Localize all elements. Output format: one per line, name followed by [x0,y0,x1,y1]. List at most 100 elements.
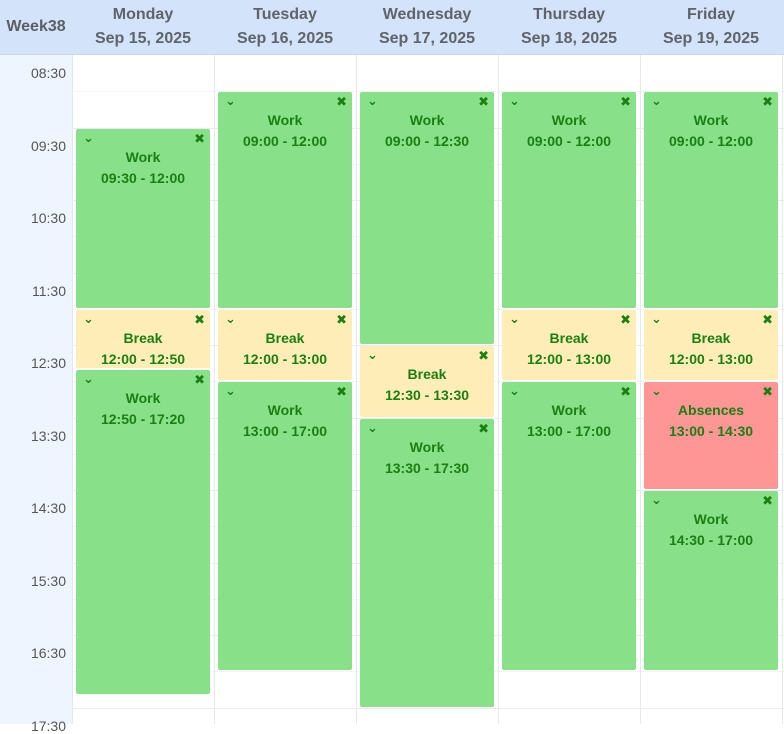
time-column: 08:30 09:30 10:30 11:30 12:30 13:30 14:30 15:30… [0,55,73,734]
event-title: Work [551,112,587,129]
time-label: 13:30 [30,427,66,444]
event-break[interactable]: ⌄ ✖ Break 12:30 - 13:30 [360,346,494,417]
event-title: Work [125,390,161,407]
close-icon[interactable]: ✖ [620,94,631,110]
event-time-range: 09:00 - 12:00 [526,133,612,150]
event-break[interactable]: ⌄ ✖ Break 12:00 - 13:00 [218,309,352,381]
column-divider [640,55,641,724]
chevron-down-icon[interactable]: ⌄ [509,310,520,326]
time-label: 08:30 [30,65,66,81]
time-label: 10:30 [30,210,66,226]
event-time-range: 12:00 - 12:50 [100,350,186,367]
day-header-tuesday: Tuesday Sep 16, 2025 [214,0,356,54]
grid-line [72,417,784,419]
event-break[interactable]: ⌄ ✖ Break 12:00 - 12:50 [76,309,210,369]
chevron-down-icon[interactable]: ⌄ [651,492,662,507]
time-label: 11:30 [32,282,66,299]
event-absence[interactable]: ⌄ ✖ Absences 13:00 - 14:30 [644,382,778,489]
grid-line [72,91,784,93]
chevron-down-icon[interactable]: ⌄ [225,383,236,399]
close-icon[interactable]: ✖ [762,94,773,110]
chevron-down-icon[interactable]: ⌄ [225,310,236,326]
event-work[interactable]: ⌄ ✖ Work 12:50 - 17:20 [76,370,210,695]
close-icon[interactable]: ✖ [478,420,489,436]
chevron-down-icon[interactable]: ⌄ [83,129,94,145]
event-work[interactable]: ⌄ ✖ Work 09:00 - 12:00 [502,92,636,308]
event-time-range: 09:30 - 12:00 [100,169,186,186]
chevron-down-icon[interactable]: ⌄ [83,310,94,326]
event-work[interactable]: ⌄ ✖ Work 09:00 - 12:00 [644,92,778,308]
chevron-down-icon[interactable]: ⌄ [651,310,662,326]
chevron-down-icon[interactable]: ⌄ [225,93,236,109]
event-work[interactable]: ⌄ ✖ Work 13:00 - 17:00 [502,382,636,671]
chevron-down-icon[interactable]: ⌄ [367,93,378,109]
close-icon[interactable]: ✖ [336,384,347,400]
event-work[interactable]: ⌄ ✖ Work 09:00 - 12:00 [218,92,352,308]
week-label: Week38 [6,18,66,35]
time-label: 15:30 [30,572,66,589]
close-icon[interactable]: ✖ [478,94,489,110]
chevron-down-icon[interactable]: ⌄ [83,371,94,387]
day-header-wednesday: Wednesday Sep 17, 2025 [356,0,498,54]
event-work[interactable]: ⌄ ✖ Work 13:30 - 17:30 [360,418,494,707]
chevron-down-icon[interactable]: ⌄ [509,93,520,109]
column-divider [214,55,215,724]
close-icon[interactable]: ✖ [762,311,773,327]
column-divider [782,55,783,724]
event-break[interactable]: ⌄ ✖ Break 12:00 - 13:00 [644,309,778,381]
time-label: 17:30 [30,717,66,734]
column-divider [356,55,357,724]
event-title: Work [693,112,729,129]
event-time-range: 13:00 - 17:00 [242,423,328,440]
day-header-thursday: Thursday Sep 18, 2025 [498,0,640,54]
event-title: Work [267,112,303,129]
time-label: 09:30 [30,137,66,154]
event-time-range: 13:30 - 17:30 [384,459,470,476]
close-icon[interactable]: ✖ [762,493,773,508]
chevron-down-icon[interactable]: ⌄ [367,347,378,362]
chevron-down-icon[interactable]: ⌄ [651,383,662,399]
event-time-range: 12:00 - 13:00 [526,350,612,367]
grid-line [72,345,784,346]
event-title: Work [409,438,445,455]
event-work[interactable]: ⌄ ✖ Work 14:30 - 17:00 [644,491,778,671]
close-icon[interactable]: ✖ [336,311,347,327]
event-work[interactable]: ⌄ ✖ Work 09:30 - 12:00 [76,128,210,308]
event-work[interactable]: ⌄ ✖ Work 13:00 - 17:00 [218,382,352,671]
day-date: Sep 16, 2025 [236,30,334,47]
event-title: Work [409,112,445,129]
event-break[interactable]: ⌄ ✖ Break 12:00 - 13:00 [502,309,636,381]
event-title: Work [551,402,587,419]
event-work[interactable]: ⌄ ✖ Work 09:00 - 12:30 [360,92,494,344]
grid-line [72,707,784,709]
event-time-range: 12:50 - 17:20 [100,411,186,428]
event-title: Work [267,402,303,419]
chevron-down-icon[interactable]: ⌄ [367,419,378,435]
event-title: Work [693,511,729,527]
event-title: Break [265,329,305,346]
close-icon[interactable]: ✖ [336,94,347,110]
event-time-range: 09:00 - 12:30 [384,133,470,150]
time-label: 12:30 [30,355,66,371]
close-icon[interactable]: ✖ [620,384,631,400]
close-icon[interactable]: ✖ [194,130,205,146]
event-time-range: 13:00 - 14:30 [668,423,754,440]
day-name: Wednesday [382,6,472,23]
close-icon[interactable]: ✖ [194,311,205,327]
event-title: Break [123,329,163,346]
chevron-down-icon[interactable]: ⌄ [651,93,662,109]
day-name: Monday [112,6,174,23]
column-divider [498,55,499,724]
close-icon[interactable]: ✖ [194,372,205,388]
close-icon[interactable]: ✖ [762,384,773,400]
event-time-range: 12:30 - 13:30 [384,387,470,403]
close-icon[interactable]: ✖ [620,311,631,327]
chevron-down-icon[interactable]: ⌄ [509,383,520,399]
day-name: Friday [686,6,735,23]
day-name: Tuesday [253,6,317,23]
event-title: Break [549,329,589,346]
calendar-header: Week38 Monday Sep 15, 2025 Tuesday Sep 16, … [0,0,784,55]
close-icon[interactable]: ✖ [478,348,489,363]
event-time-range: 09:00 - 12:00 [668,133,754,150]
day-header-friday: Friday Sep 19, 2025 [640,0,782,54]
